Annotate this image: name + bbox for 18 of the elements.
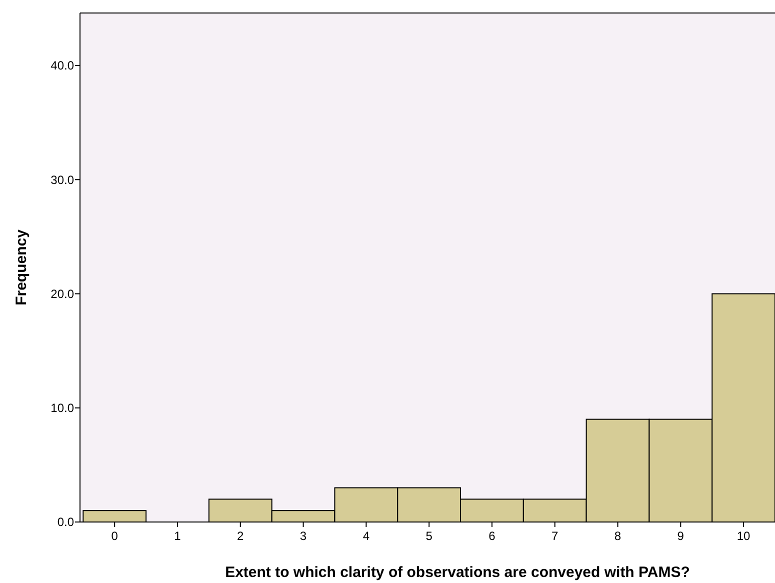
- x-tick-label: 5: [426, 529, 433, 543]
- x-tick-label: 10: [736, 529, 751, 543]
- x-tick-label: 8: [614, 529, 622, 543]
- x-tick-label: 1: [174, 529, 182, 543]
- y-tick-label: 30.0: [50, 172, 74, 187]
- x-tick-label: 6: [488, 529, 496, 543]
- x-tick-label: 4: [362, 529, 370, 543]
- y-tick-label: 20.0: [50, 286, 74, 301]
- x-tick-label: 9: [677, 529, 684, 543]
- x-axis-title: Extent to which clarity of observations are conveyed with PAMS?: [225, 564, 690, 581]
- x-tick-label: 7: [552, 529, 559, 543]
- x-tick-label: 0: [111, 529, 118, 543]
- y-tick-label: 0.0: [57, 515, 74, 530]
- x-tick-label: 2: [237, 529, 244, 543]
- y-axis-title: Frequency: [13, 228, 30, 306]
- x-tick-label: 3: [300, 529, 307, 543]
- y-tick-label: 10.0: [50, 401, 74, 416]
- y-tick-label: 40.0: [50, 58, 74, 73]
